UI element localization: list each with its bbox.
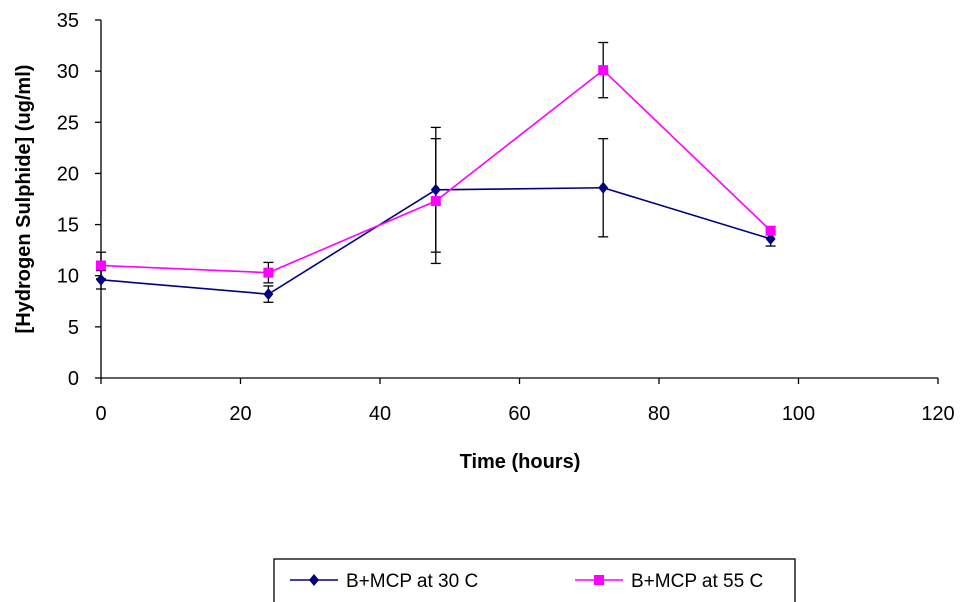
y-axis-title: [Hydrogen Sulphide] (ug/ml): [13, 65, 35, 334]
axes: [100, 20, 938, 379]
data-point-series-1: [430, 183, 441, 196]
y-tick-label: 0: [68, 368, 79, 390]
y-tick-label: 10: [57, 266, 79, 288]
x-axis-title: Time (hours): [460, 451, 581, 473]
data-point-series-1: [765, 232, 776, 245]
legend-box: [273, 558, 796, 602]
y-tick-label: 25: [57, 112, 79, 134]
legend-label-1: B+MCP at 30 C: [346, 571, 478, 592]
y-axis-ticks: 0 5 10 15 20 25 30 35: [57, 10, 101, 390]
x-tick-label: 0: [95, 403, 106, 425]
data-point-series-1: [263, 288, 274, 301]
y-tick-label: 30: [57, 61, 79, 83]
data-point-series-1: [96, 273, 106, 286]
data-point-series-2: [96, 260, 106, 271]
data-point-series-2: [765, 225, 776, 236]
x-tick-label: 120: [921, 403, 954, 425]
x-tick-label: 20: [229, 403, 251, 425]
y-tick-label: 35: [57, 10, 79, 32]
x-tick-label: 60: [508, 403, 530, 425]
data-point-series-2: [430, 196, 441, 207]
x-tick-label: 40: [369, 403, 391, 425]
data-point-series-1: [598, 181, 609, 194]
series-markers: [96, 65, 776, 301]
data-point-series-2: [263, 267, 274, 278]
y-tick-label: 20: [57, 163, 79, 185]
y-tick-label: 5: [68, 317, 79, 339]
x-tick-label: 100: [782, 403, 815, 425]
data-point-series-2: [598, 65, 609, 76]
error-bars: [96, 41, 776, 303]
legend-marker-2: [594, 575, 604, 585]
legend-label-2: B+MCP at 55 C: [631, 571, 763, 592]
y-tick-label: 15: [57, 215, 79, 237]
x-axis-ticks: 0 20 40 60 80 100 120: [95, 378, 955, 425]
legend-marker-1: [309, 574, 319, 586]
x-tick-label: 80: [648, 403, 670, 425]
legend: B+MCP at 30 C B+MCP at 55 C: [273, 558, 796, 602]
